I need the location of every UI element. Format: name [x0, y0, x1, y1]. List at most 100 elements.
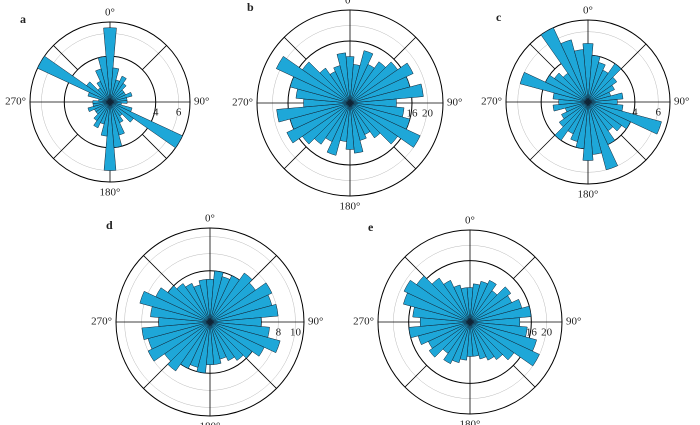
rose-petal	[587, 63, 622, 103]
r-tick-label: 10	[290, 327, 302, 339]
rose-petal	[155, 287, 211, 323]
rose-petal	[109, 82, 127, 103]
rose-petal	[103, 27, 117, 103]
rose-petal	[349, 62, 414, 104]
rose-petal	[109, 101, 183, 149]
spoke	[620, 134, 647, 161]
rose-petal	[561, 101, 589, 120]
rose-petal	[519, 71, 589, 103]
spoke	[513, 256, 536, 279]
rose-petal	[345, 102, 355, 150]
rose-petal	[349, 102, 364, 154]
panel-label: c	[496, 10, 502, 24]
spoke	[283, 146, 307, 170]
rose-petal	[209, 272, 253, 323]
angle-label: 0°	[205, 213, 215, 225]
rose-petal	[443, 279, 471, 323]
rose-petal	[574, 49, 589, 103]
rose-petal	[349, 102, 398, 145]
rose-petal	[209, 321, 235, 362]
angle-label: 180°	[100, 187, 121, 199]
rose-petal	[431, 277, 471, 323]
rose-petal	[93, 101, 111, 129]
spoke	[393, 36, 417, 60]
rose-petal	[587, 101, 662, 135]
rose-petal	[554, 72, 589, 103]
rose-petal	[276, 102, 351, 123]
rose-petal	[540, 27, 589, 103]
rose-petal	[109, 92, 133, 103]
rose-petal	[469, 321, 515, 361]
angle-label: 270°	[481, 96, 502, 108]
rose-petal	[443, 321, 471, 365]
rose-petal	[582, 101, 594, 161]
r-tick-label: 4	[153, 107, 159, 119]
angle-label: 90°	[674, 96, 689, 108]
angle-label: 270°	[232, 97, 253, 109]
rose-petal	[552, 101, 589, 112]
angle-label: 90°	[308, 316, 323, 328]
rose-petal	[176, 283, 211, 323]
rose-petal	[349, 102, 421, 148]
rose-petal	[97, 56, 111, 103]
spoke	[393, 146, 417, 170]
rose-petal	[109, 101, 134, 123]
r-tick-label: 16	[526, 327, 538, 339]
rose-petal	[139, 290, 211, 323]
rose-petal	[428, 321, 471, 358]
rose-petal	[109, 100, 128, 104]
rose-petal	[286, 102, 351, 144]
spoke	[529, 134, 556, 161]
angle-label: 0°	[583, 5, 593, 17]
rose-petal	[87, 101, 111, 112]
rose-petal	[554, 101, 589, 141]
rose-petal	[349, 50, 374, 104]
rose-petal	[319, 67, 351, 104]
rose-petal	[453, 284, 471, 323]
spoke	[142, 45, 167, 70]
rose-petal	[198, 279, 211, 323]
panel-label: a	[20, 12, 26, 26]
panel-label: b	[247, 0, 254, 14]
spoke	[404, 256, 427, 279]
spoke	[143, 255, 175, 287]
rose-petal	[109, 75, 127, 103]
rose-petal	[587, 101, 619, 171]
rose-petal	[460, 287, 471, 323]
r-tick-label: 8	[276, 327, 282, 339]
rose-petal	[582, 43, 594, 103]
rose-petal	[209, 321, 281, 354]
spoke	[513, 365, 536, 388]
spoke	[53, 134, 78, 159]
rose-petal	[209, 282, 273, 323]
angle-label: 180°	[200, 421, 221, 425]
panel-label: e	[368, 220, 374, 234]
r-tick-label: 4	[632, 107, 638, 119]
angle-label: 0°	[465, 215, 475, 227]
angle-label: 90°	[194, 96, 209, 108]
rose-petal	[209, 321, 265, 357]
rose-petal	[349, 83, 424, 104]
rose-petal	[336, 52, 351, 104]
rose-petal	[167, 285, 211, 323]
angle-label: 180°	[460, 419, 481, 425]
rose-petal	[469, 321, 540, 367]
angle-label: 0°	[105, 7, 115, 19]
rose-petal	[558, 101, 589, 128]
r-tick-label: 16	[407, 108, 419, 120]
rose-petal	[469, 321, 487, 360]
rose-petal	[469, 321, 495, 361]
rose-petal	[587, 101, 631, 130]
rose-petal	[469, 321, 503, 361]
rose-petal	[416, 275, 471, 323]
rose-petal	[469, 279, 497, 323]
spoke	[404, 365, 427, 388]
angle-label: 180°	[578, 189, 599, 201]
spoke	[142, 134, 167, 159]
rose-petal	[469, 305, 532, 323]
rose-petal	[209, 321, 244, 361]
rose-petal	[408, 321, 471, 339]
rose-petal	[37, 55, 111, 103]
r-tick-label: 6	[176, 107, 182, 119]
